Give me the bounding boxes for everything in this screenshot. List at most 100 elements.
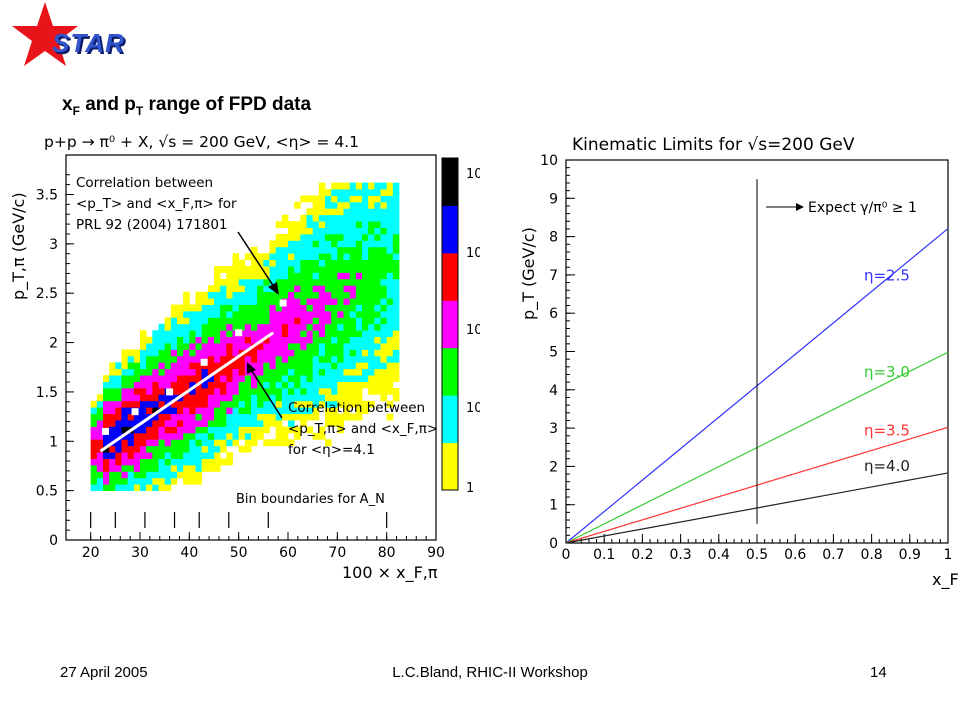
- prl-annotation-line2: <p_T> and <x_F,π> for: [76, 196, 237, 212]
- heatmap-x-ticks: 20 30 40 50 60 70 80 90: [82, 532, 445, 561]
- colorbar-segment: [442, 252, 458, 301]
- heatmap-cell: [325, 362, 332, 370]
- heatmap-cell: [232, 291, 240, 299]
- heatmap-cell: [207, 343, 215, 350]
- heatmap-cell: [146, 407, 153, 415]
- heatmap-cell: [331, 330, 338, 338]
- heatmap-cell: [164, 471, 172, 479]
- heatmap-cell: [337, 400, 344, 408]
- heatmap-cell: [355, 201, 363, 209]
- heatmap-cell: [121, 381, 129, 389]
- heatmap-cell: [343, 349, 351, 357]
- heatmap-cell: [257, 368, 264, 376]
- heatmap-cell: [195, 291, 203, 299]
- heatmap-cell: [226, 432, 233, 440]
- heatmap-cell: [232, 432, 240, 440]
- heatmap-cell: [133, 432, 141, 440]
- heatmap-cell: [380, 362, 388, 370]
- heatmap-cell: [207, 439, 215, 447]
- heatmap-cell: [281, 400, 289, 408]
- heatmap-cell: [238, 310, 246, 318]
- heatmap-cell: [103, 484, 110, 492]
- heatmap-cell: [189, 304, 196, 312]
- heatmap-cell: [343, 387, 351, 395]
- heatmap-cell: [362, 349, 369, 357]
- heatmap-cell: [380, 201, 388, 209]
- heatmap-cell: [294, 221, 301, 228]
- heatmap-cell: [263, 259, 270, 267]
- heatmap-cell: [146, 375, 153, 382]
- heatmap-cell: [281, 285, 289, 293]
- heatmap-cell: [281, 272, 289, 280]
- heatmap-cell: [288, 381, 295, 389]
- heatmap-cell: [177, 330, 184, 338]
- heatmap-cell: [263, 291, 270, 299]
- heatmap-cell: [306, 298, 314, 305]
- heatmap-cell: [294, 355, 301, 363]
- heatmap-cell: [220, 426, 227, 434]
- heatmap-cell: [109, 458, 116, 466]
- heatmap-cell: [331, 387, 338, 395]
- heatmap-cell: [281, 432, 289, 440]
- heatmap-cell: [294, 330, 301, 338]
- heatmap-cell: [220, 413, 227, 421]
- heatmap-cell: [281, 323, 289, 331]
- heatmap-cell: [355, 317, 363, 325]
- heatmap-cell: [195, 426, 203, 434]
- heatmap-cell: [121, 471, 129, 479]
- heatmap-cell: [312, 375, 320, 382]
- heatmap-cell: [343, 266, 351, 273]
- heatmap-cell: [392, 330, 400, 338]
- heatmap-cell: [337, 189, 344, 196]
- heatmap-cell: [170, 381, 178, 389]
- heatmap-cell: [152, 484, 159, 492]
- heatmap-cell: [177, 420, 184, 427]
- heatmap-cell: [281, 253, 289, 261]
- heatmap-cell: [362, 182, 369, 190]
- heatmap-cell: [189, 368, 196, 376]
- heatmap-cell: [386, 355, 394, 363]
- heatmap-cell: [374, 182, 381, 190]
- heatmap-cell: [380, 310, 388, 318]
- heatmap-cell: [133, 426, 141, 434]
- heatmap-cell: [362, 336, 369, 344]
- heatmap-cell: [306, 381, 314, 389]
- x-tick-label: 0.5: [746, 547, 768, 563]
- heatmap-cell: [288, 362, 295, 370]
- heatmap-cell: [207, 317, 215, 325]
- heatmap-cell: [331, 201, 338, 209]
- heatmap-cell: [152, 439, 159, 447]
- heatmap-cell: [170, 426, 178, 434]
- heatmap-cell: [164, 394, 172, 402]
- heatmap-cell: [214, 413, 221, 421]
- heatmap-cell: [214, 439, 221, 447]
- heatmap-cell: [220, 278, 227, 286]
- heatmap-cell: [189, 445, 196, 453]
- heatmap-cell: [103, 477, 110, 485]
- heatmap-cell: [214, 298, 221, 305]
- heatmap-cell: [90, 407, 98, 415]
- heatmap-cell: [318, 221, 326, 228]
- heatmap-cell: [183, 317, 190, 325]
- heatmap-cell: [146, 452, 153, 459]
- heatmap-cell: [121, 484, 129, 492]
- heatmap-cell: [220, 317, 227, 325]
- heatmap-cell: [312, 272, 320, 280]
- heatmap-cell: [368, 233, 375, 241]
- heatmap-cell: [207, 291, 215, 299]
- heatmap-cell: [263, 278, 270, 286]
- heatmap-cell: [392, 233, 400, 241]
- heatmap-cell: [288, 343, 295, 350]
- heatmap-cell: [109, 477, 116, 485]
- heatmap-cell: [386, 285, 394, 293]
- heatmap-cell: [183, 407, 190, 415]
- heatmap-cell: [343, 400, 351, 408]
- heatmap-cell: [331, 253, 338, 261]
- heatmap-cell: [318, 246, 326, 254]
- heatmap-cell: [189, 432, 196, 440]
- heatmap-cell: [269, 298, 277, 305]
- heatmap-cell: [257, 298, 264, 305]
- mean-point: [131, 408, 139, 416]
- heatmap-cell: [306, 407, 314, 415]
- heatmap-cell: [170, 413, 178, 421]
